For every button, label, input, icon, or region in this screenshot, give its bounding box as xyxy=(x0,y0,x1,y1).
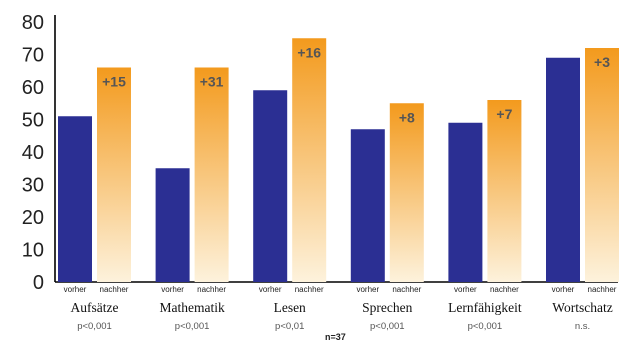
y-tick-label: 10 xyxy=(22,240,44,262)
bar-nachher xyxy=(194,67,229,282)
y-tick-labels: 0 10 20 30 40 50 60 70 80 xyxy=(22,12,44,294)
delta-label: +8 xyxy=(399,109,415,125)
series-label-vorher: vorher xyxy=(454,285,477,294)
series-label-nachher: nachher xyxy=(197,285,226,294)
bar-nachher xyxy=(389,103,424,282)
category-label: Wortschatz xyxy=(552,300,612,315)
series-label-nachher: nachher xyxy=(490,285,519,294)
delta-label: +16 xyxy=(297,44,321,60)
series-label-nachher: nachher xyxy=(295,285,324,294)
bar-vorher xyxy=(350,129,385,282)
bar-vorher xyxy=(546,57,580,282)
series-label-vorher: vorher xyxy=(161,285,184,294)
bar-nachher xyxy=(97,67,131,282)
p-value-label: n.s. xyxy=(575,321,590,332)
series-label-nachher: nachher xyxy=(100,285,129,294)
category-label: Lernfähigkeit xyxy=(448,300,522,315)
bars: +15 +31 +16 +8 +7 +3 xyxy=(58,38,619,282)
delta-label: +31 xyxy=(200,74,224,90)
series-label-nachher: nachher xyxy=(392,285,421,294)
p-value-label: p<0,001 xyxy=(370,321,405,332)
series-label-nachher: nachher xyxy=(588,285,617,294)
p-value-label: p<0,001 xyxy=(175,321,210,332)
delta-label: +15 xyxy=(102,74,126,90)
y-tick-label: 60 xyxy=(22,77,44,99)
category-label: Mathematik xyxy=(159,300,224,315)
bar-vorher xyxy=(155,168,190,282)
y-tick-label: 0 xyxy=(33,272,44,294)
bar-nachher xyxy=(292,38,327,282)
bar-vorher xyxy=(58,116,92,282)
bar-nachher xyxy=(585,48,619,282)
series-label-vorher: vorher xyxy=(64,285,87,294)
y-tick-label: 30 xyxy=(22,175,44,197)
y-tick-label: 80 xyxy=(22,12,44,34)
category-labels: vorher nachher Aufsätze p<0,001 vorher nachhe… xyxy=(64,285,617,332)
series-label-vorher: vorher xyxy=(552,285,575,294)
y-tick-label: 40 xyxy=(22,142,44,164)
delta-label: +3 xyxy=(594,54,610,70)
p-value-label: p<0,001 xyxy=(468,321,503,332)
series-label-vorher: vorher xyxy=(259,285,282,294)
sample-size-note: n=37 xyxy=(325,332,346,342)
delta-label: +7 xyxy=(496,106,512,122)
category-label: Lesen xyxy=(274,300,306,315)
category-label: Aufsätze xyxy=(71,300,119,315)
y-tick-label: 50 xyxy=(22,110,44,132)
bar-vorher xyxy=(253,90,288,282)
p-value-label: p<0,01 xyxy=(275,321,304,332)
bar-vorher xyxy=(448,122,483,282)
category-label: Sprechen xyxy=(362,300,412,315)
y-tick-label: 20 xyxy=(22,207,44,229)
axes xyxy=(54,15,618,283)
series-label-vorher: vorher xyxy=(356,285,379,294)
bar-nachher xyxy=(487,100,522,282)
p-value-label: p<0,001 xyxy=(77,321,112,332)
y-tick-label: 70 xyxy=(22,45,44,67)
